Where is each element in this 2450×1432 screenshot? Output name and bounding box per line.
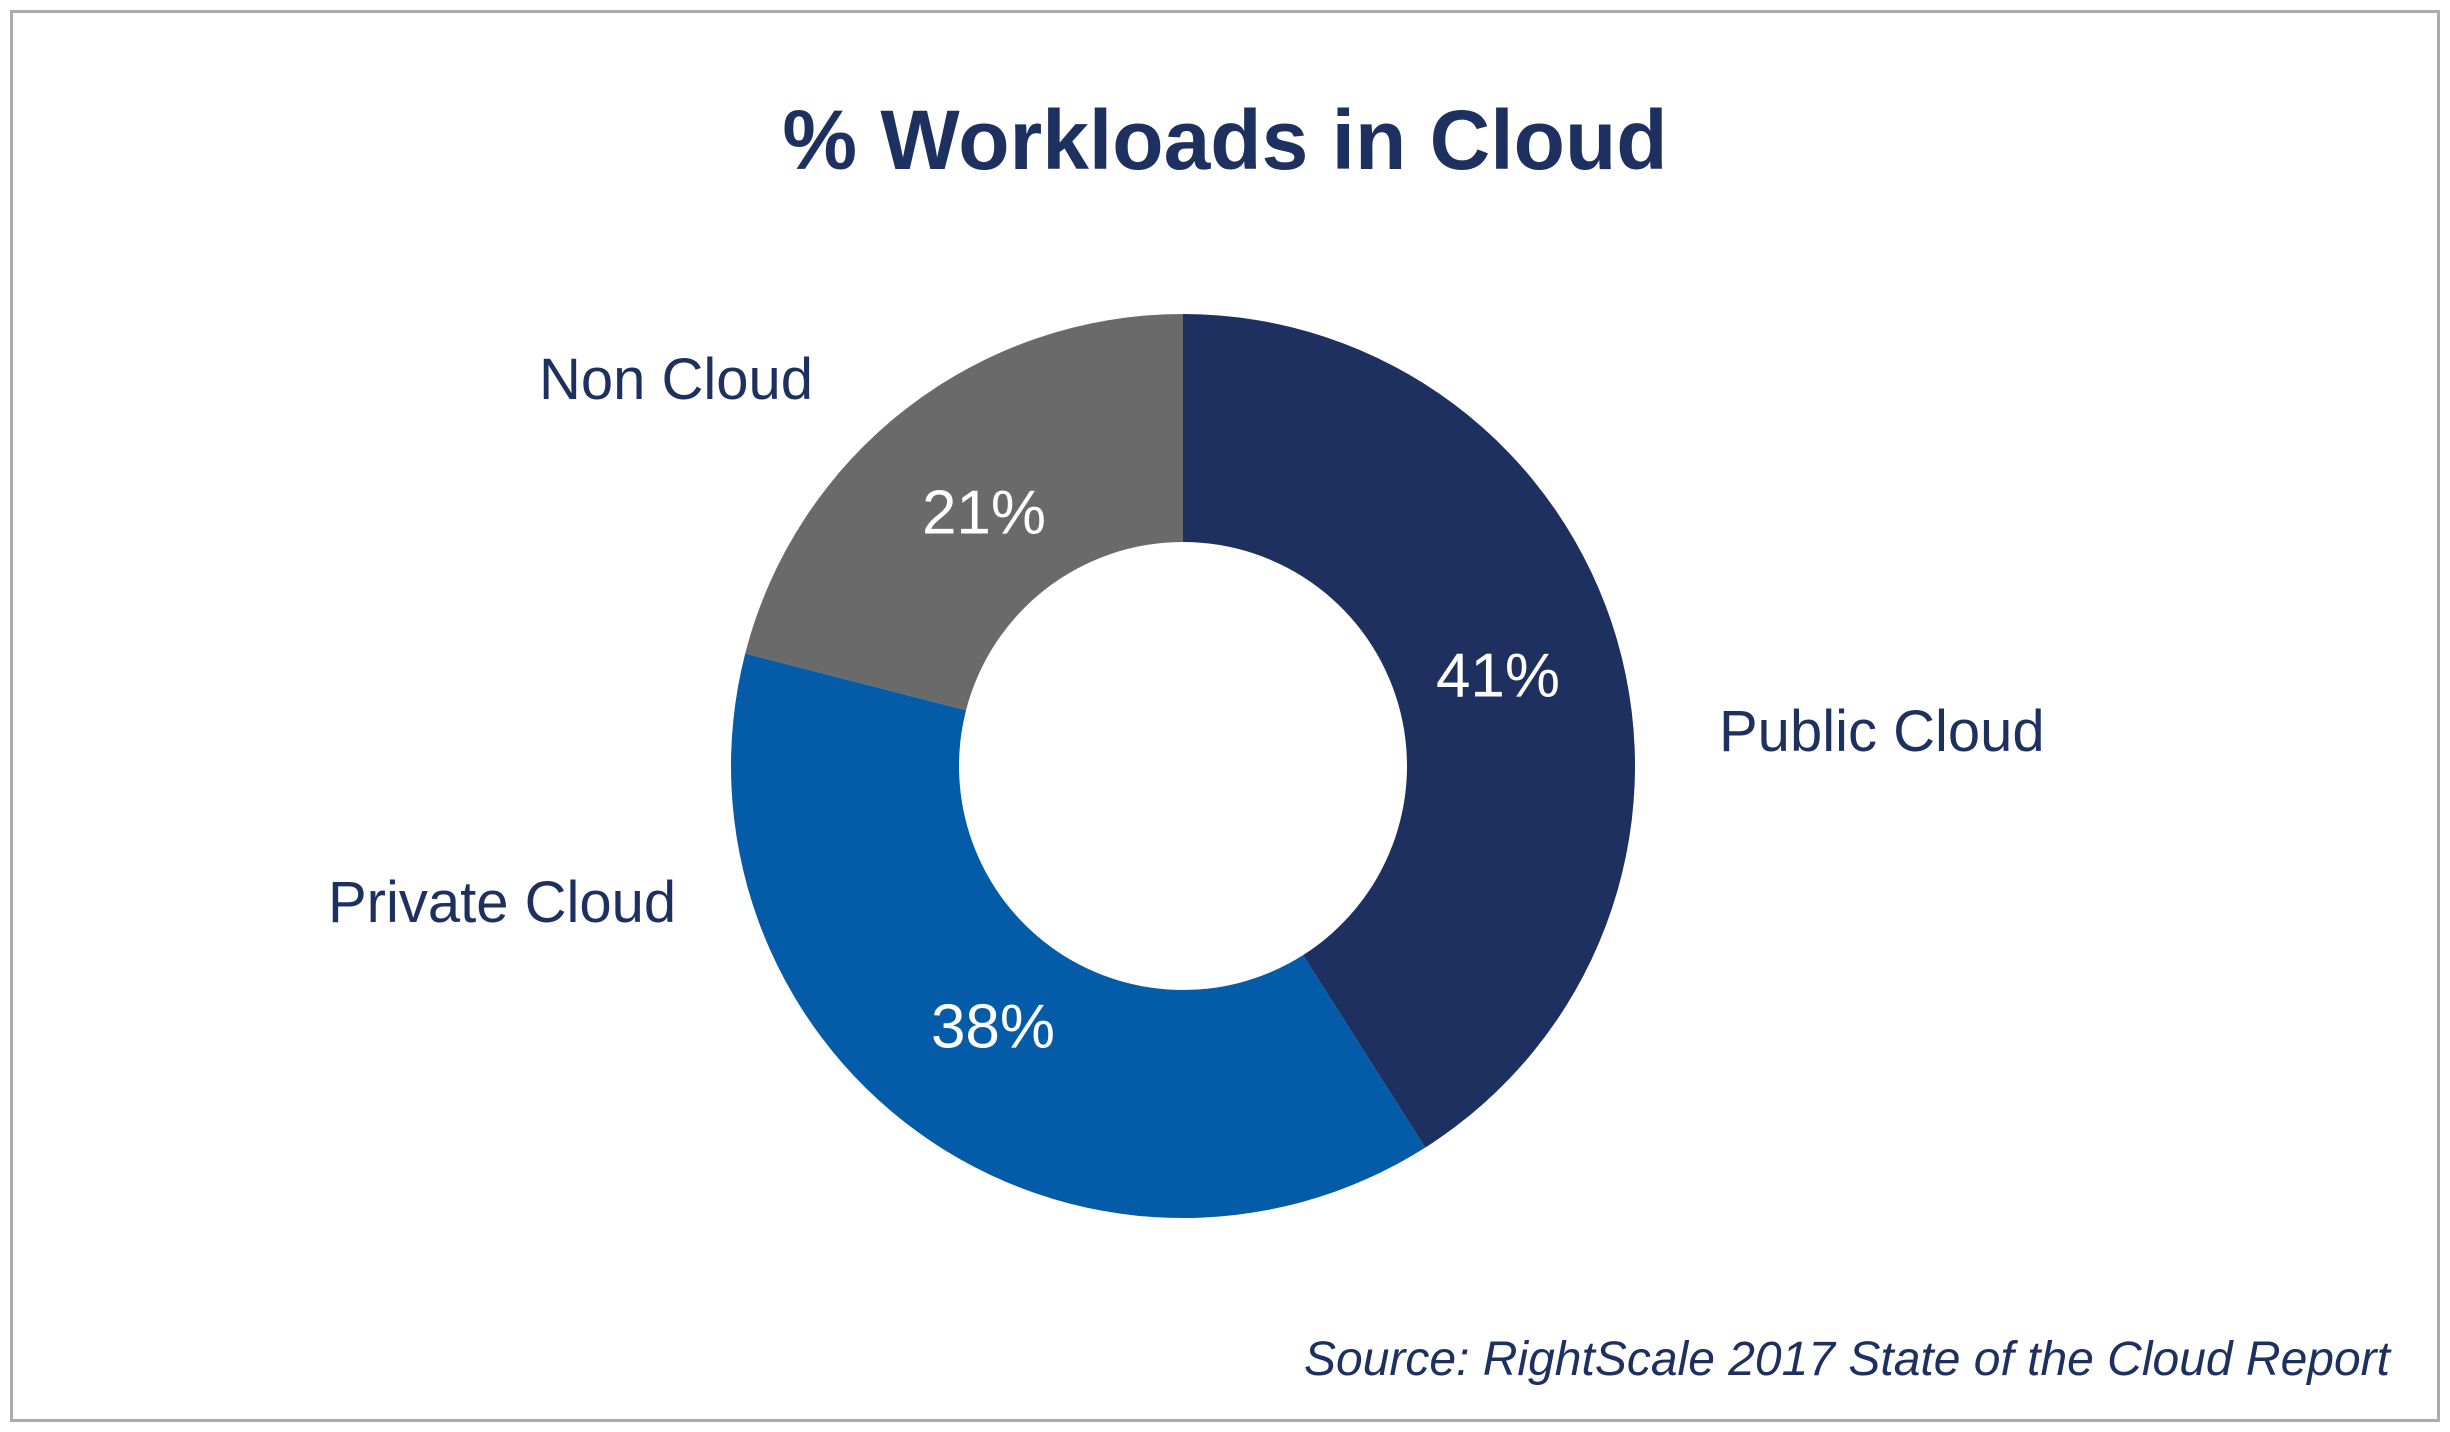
segment-label-public-cloud: Public Cloud	[1719, 699, 2045, 764]
source-attribution: Source: RightScale 2017 State of the Clo…	[1304, 1333, 2390, 1386]
segment-value-public-cloud: 41%	[1435, 641, 1561, 711]
segment-label-non-cloud: Non Cloud	[539, 347, 814, 412]
pie-segment-private-cloud	[730, 653, 1426, 1219]
segment-label-private-cloud: Private Cloud	[328, 870, 677, 935]
pie-segment-non-cloud	[745, 313, 1183, 711]
segment-value-non-cloud: 21%	[921, 478, 1047, 548]
chart-title: % Workloads in Cloud	[782, 93, 1668, 187]
pie-segment-public-cloud	[1183, 314, 1636, 1148]
segment-value-private-cloud: 38%	[930, 992, 1056, 1062]
